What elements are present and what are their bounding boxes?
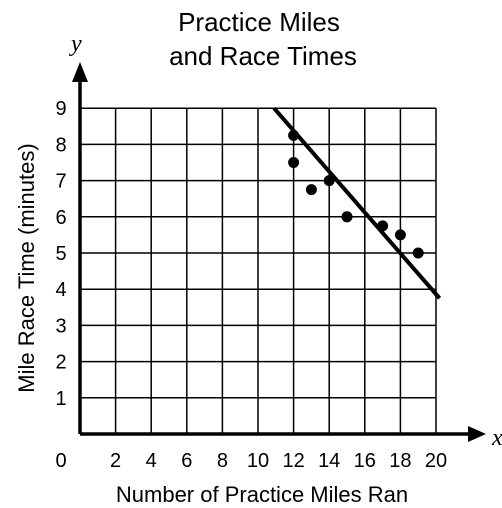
y-tick-label: 3: [55, 315, 66, 337]
data-point: [288, 129, 300, 141]
data-point: [288, 157, 300, 168]
data-point: [394, 229, 406, 241]
y-axis-variable: y: [69, 31, 82, 57]
y-axis-label: Mile Race Time (minutes): [14, 143, 39, 392]
y-tick-label: 2: [55, 352, 66, 374]
y-tick-label: 8: [55, 134, 66, 156]
y-tick-label: 1: [55, 388, 66, 410]
x-tick-label: 20: [425, 450, 447, 472]
data-point: [323, 175, 335, 187]
x-tick-label: 14: [318, 450, 340, 472]
data-point: [412, 247, 424, 259]
data-points: [288, 129, 424, 259]
x-axis-arrowhead: [468, 426, 486, 442]
x-tick-label: 12: [282, 450, 304, 472]
axes: [72, 62, 486, 442]
y-tick-label: 5: [55, 243, 66, 265]
data-point: [305, 184, 317, 196]
y-tick-label: 9: [55, 98, 66, 120]
origin-label: 0: [55, 450, 66, 472]
data-point: [377, 220, 389, 232]
chart-title-line-1: Practice Miles: [178, 7, 340, 37]
trend-line-group: [272, 106, 442, 300]
x-tick-label: 4: [146, 450, 157, 472]
trend-line: [272, 106, 442, 300]
chart-title-line-2: and Race Times: [169, 41, 357, 71]
x-tick-label: 2: [110, 450, 121, 472]
data-point: [341, 211, 353, 223]
x-tick-label: 18: [389, 450, 411, 472]
y-tick-label: 7: [55, 171, 66, 193]
x-axis-label: Number of Practice Miles Ran: [116, 482, 408, 507]
grid: [80, 107, 437, 434]
y-axis-arrowhead: [72, 62, 88, 82]
x-tick-label: 8: [217, 450, 228, 472]
x-axis-variable: x: [491, 425, 502, 451]
x-tick-label: 10: [247, 450, 269, 472]
x-tick-label: 16: [354, 450, 376, 472]
y-tick-label: 4: [55, 279, 66, 301]
x-tick-label: 6: [181, 450, 192, 472]
y-tick-label: 6: [55, 207, 66, 229]
